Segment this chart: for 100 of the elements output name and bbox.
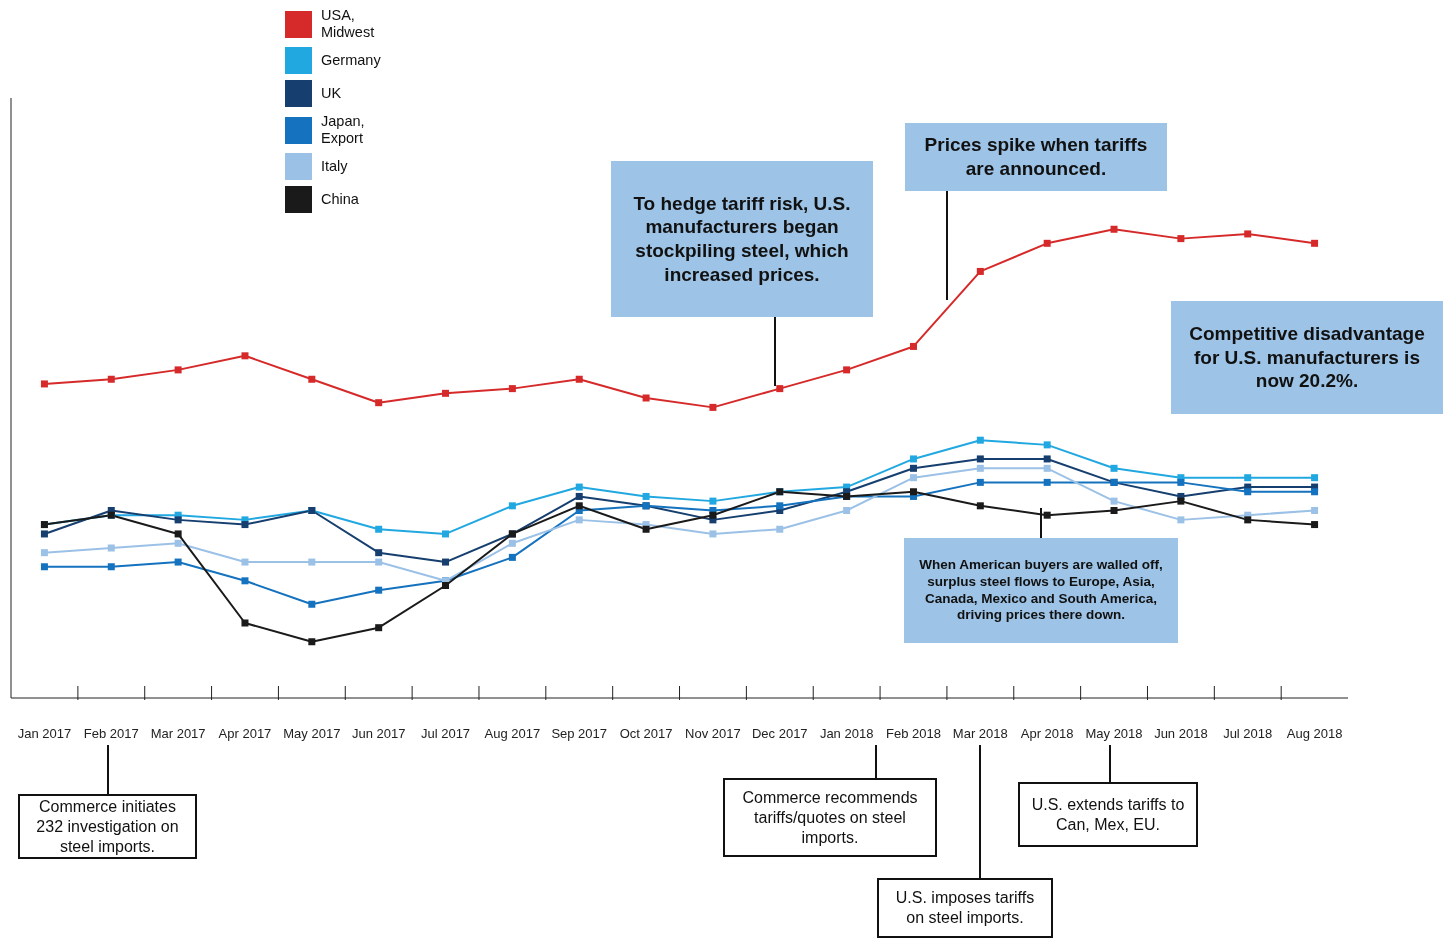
point <box>508 385 516 393</box>
callout-box: To hedge tariff risk, U.S. manufacturers began stockpiling steel, which increased prices. <box>611 161 873 317</box>
point <box>241 577 249 585</box>
x-tick-label: Apr 2018 <box>1020 726 1074 741</box>
point <box>1177 235 1185 243</box>
annotation: Competitive disadvantage for U.S. manufacturers is now 20.2%. <box>1188 321 1426 394</box>
legend-label: UK <box>321 85 343 102</box>
x-tick-label: Sep 2017 <box>551 726 608 741</box>
point <box>174 558 182 566</box>
point <box>575 516 583 524</box>
legend-label: USA, Midwest <box>321 7 376 41</box>
point <box>508 502 516 510</box>
point <box>909 488 917 496</box>
annotation: To hedge tariff risk, U.S. manufacturers began stockpiling steel, which increased prices. <box>632 191 852 287</box>
point <box>575 492 583 500</box>
point <box>642 394 650 402</box>
point <box>1110 464 1118 472</box>
x-tick-label: May 2018 <box>1085 726 1143 741</box>
x-tick-label: Feb 2017 <box>83 726 139 741</box>
point <box>375 399 383 407</box>
x-tick-label: Aug 2017 <box>484 726 541 741</box>
point <box>174 516 182 524</box>
point <box>442 558 450 566</box>
point <box>1244 488 1252 496</box>
point <box>1043 455 1051 463</box>
point <box>308 375 316 383</box>
point <box>375 624 383 632</box>
point <box>642 492 650 500</box>
point <box>909 464 917 472</box>
point <box>575 483 583 491</box>
point <box>1177 516 1185 524</box>
point <box>174 539 182 547</box>
point <box>976 267 984 275</box>
annotation: When American buyers are walled off, surplus steel flows to Europe, Asia, Canada, Mexico and South America, driving prices there down. <box>918 556 1164 625</box>
point <box>575 375 583 383</box>
point <box>40 530 48 538</box>
point <box>508 553 516 561</box>
point <box>976 455 984 463</box>
point <box>1311 507 1319 514</box>
x-tick-label: Dec 2017 <box>751 726 808 741</box>
point <box>308 558 316 566</box>
point <box>909 455 917 463</box>
callout-box: Prices spike when tariffs are announced. <box>905 123 1167 191</box>
x-tick-label: Jun 2017 <box>351 726 406 741</box>
point <box>709 530 717 538</box>
legend-label: Italy <box>321 158 349 175</box>
point <box>40 380 48 388</box>
point <box>1043 511 1051 519</box>
point <box>1043 441 1051 449</box>
point <box>241 619 249 627</box>
point <box>909 474 917 482</box>
point <box>1311 521 1319 529</box>
point <box>442 530 450 538</box>
point <box>976 436 984 444</box>
point <box>709 497 717 505</box>
point <box>1311 239 1319 247</box>
x-tick-label: Nov 2017 <box>685 726 741 741</box>
point <box>843 507 851 514</box>
point <box>1110 497 1118 505</box>
point <box>709 511 717 519</box>
point <box>776 525 784 533</box>
point <box>1311 474 1319 482</box>
x-tick-label: Jan 2017 <box>17 726 72 741</box>
point <box>442 582 450 589</box>
x-tick-label: Feb 2018 <box>886 726 941 741</box>
legend-label: Japan, Export <box>321 113 366 147</box>
point <box>1043 478 1051 486</box>
point <box>174 530 182 538</box>
point <box>843 366 851 374</box>
point <box>776 385 784 393</box>
point <box>1043 464 1051 472</box>
point <box>909 342 917 350</box>
point <box>642 525 650 533</box>
point <box>1043 239 1051 247</box>
x-tick-label: Apr 2017 <box>218 726 272 741</box>
x-tick-label: Jan 2018 <box>819 726 874 741</box>
point <box>1110 225 1118 233</box>
x-tick-label: Jun 2018 <box>1154 726 1208 741</box>
point <box>308 638 316 646</box>
point <box>375 525 383 533</box>
point <box>241 352 249 360</box>
x-tick-label: Aug 2018 <box>1286 726 1343 741</box>
point <box>1244 230 1252 238</box>
legend-label: China <box>321 191 360 208</box>
callout-box: When American buyers are walled off, surplus steel flows to Europe, Asia, Canada, Mexico and South America, driving prices there down. <box>904 538 1178 643</box>
point <box>976 502 984 510</box>
point <box>107 563 115 571</box>
x-tick-label: Jul 2017 <box>420 726 471 741</box>
point <box>976 478 984 486</box>
x-tick-label: Jul 2018 <box>1223 726 1273 741</box>
x-tick-label: Mar 2017 <box>150 726 206 741</box>
point <box>40 563 48 571</box>
point <box>1244 516 1252 524</box>
point <box>375 549 383 557</box>
point <box>308 600 316 608</box>
point <box>107 544 115 552</box>
point <box>40 549 48 557</box>
point <box>442 389 450 397</box>
callout-box: U.S. imposes tariffs on steel imports. <box>877 878 1053 938</box>
point <box>1177 478 1185 486</box>
